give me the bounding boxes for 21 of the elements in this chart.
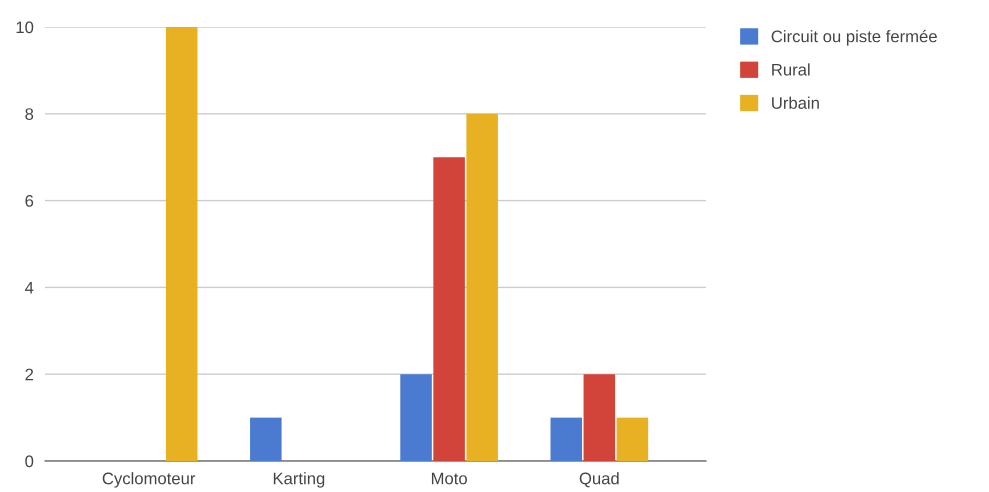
bar [250,418,282,461]
bar [616,418,648,461]
y-tick-label: 8 [25,108,34,120]
x-tick-label: Cyclomoteur [102,472,196,488]
x-tick-label: Moto [432,472,467,484]
legend-label: Circuit ou piste fermée [772,30,937,46]
y-tick-label: 0 [25,455,34,468]
y-tick-label: 10 [16,21,34,34]
bar [550,418,582,461]
bar [400,374,432,461]
x-tick-label: Quad [580,472,619,488]
y-tick-label: 2 [25,368,34,380]
x-tick-label: Karting [274,472,324,488]
bar [166,27,198,461]
y-tick-label: 6 [25,195,34,207]
bar [584,374,616,461]
legend-label: Urbain [772,96,819,109]
bar [433,157,465,461]
bar [466,114,498,461]
legend-label: Rural [772,63,810,76]
y-tick-label: 4 [25,282,34,294]
